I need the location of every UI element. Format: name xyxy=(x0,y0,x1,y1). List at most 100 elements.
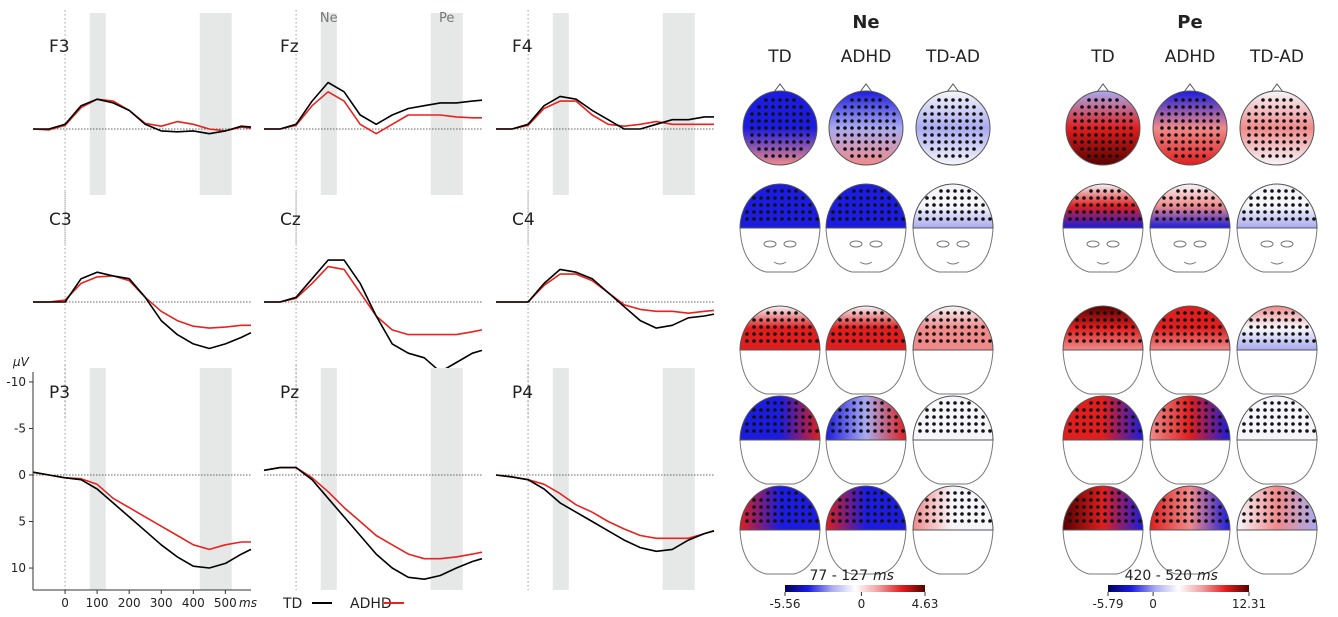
y-tick-label: -10 xyxy=(6,375,26,389)
electrode xyxy=(859,196,863,200)
electrode xyxy=(918,519,922,523)
electrode xyxy=(1110,408,1114,412)
electrode xyxy=(1298,519,1302,523)
electrode xyxy=(852,332,856,336)
electrode xyxy=(859,505,863,509)
electrode xyxy=(925,210,929,214)
electrode xyxy=(1117,217,1121,221)
electrode xyxy=(1190,217,1194,221)
electrode xyxy=(838,422,842,426)
electrode xyxy=(1103,415,1107,419)
electrode xyxy=(1183,332,1187,336)
electrode xyxy=(852,429,856,433)
electrode xyxy=(1117,429,1121,433)
electrode xyxy=(1249,339,1253,343)
electrode xyxy=(1101,119,1105,123)
electrode xyxy=(1169,519,1173,523)
electrode xyxy=(794,217,798,221)
panel-title: Pz xyxy=(280,383,299,403)
electrode xyxy=(773,408,777,412)
electrode xyxy=(939,491,943,495)
electrode xyxy=(1169,203,1173,207)
electrode xyxy=(1122,112,1126,116)
electrode xyxy=(1115,98,1119,102)
electrode xyxy=(787,505,791,509)
electrode xyxy=(925,505,929,509)
electrode xyxy=(771,147,775,151)
electrode xyxy=(1261,147,1265,151)
electrode xyxy=(838,217,842,221)
electrode xyxy=(866,505,870,509)
electrode xyxy=(967,332,971,336)
electrode xyxy=(1256,505,1260,509)
electrode xyxy=(859,422,863,426)
electrode xyxy=(1249,429,1253,433)
electrode xyxy=(1188,119,1192,123)
electrode xyxy=(932,339,936,343)
electrode xyxy=(1138,217,1142,221)
electrode xyxy=(1103,401,1107,405)
electrode xyxy=(894,332,898,336)
electrode xyxy=(979,126,983,130)
electrode xyxy=(887,325,891,329)
electrode xyxy=(1275,147,1279,151)
electrode xyxy=(757,133,761,137)
electrode xyxy=(852,401,856,405)
electrode xyxy=(1261,133,1265,137)
colorbar-tick-label: -5.79 xyxy=(1092,597,1123,611)
colorbar-tick-label: 0 xyxy=(1149,597,1157,611)
electrode xyxy=(1089,339,1093,343)
electrode xyxy=(780,332,784,336)
electrode xyxy=(880,318,884,322)
electrode xyxy=(878,126,882,130)
electrode xyxy=(887,318,891,322)
electrode xyxy=(873,408,877,412)
electrode xyxy=(780,429,784,433)
electrode xyxy=(1110,311,1114,315)
electrode xyxy=(1169,217,1173,221)
electrode xyxy=(1291,415,1295,419)
electrode xyxy=(1277,217,1281,221)
electrode xyxy=(1268,105,1272,109)
electrode xyxy=(1254,112,1258,116)
electrode xyxy=(1211,332,1215,336)
electrode xyxy=(780,422,784,426)
electrode xyxy=(981,339,985,343)
electrode xyxy=(843,112,847,116)
electrode xyxy=(752,210,756,214)
electrode xyxy=(1256,429,1260,433)
electrode xyxy=(960,217,964,221)
electrode xyxy=(1202,147,1206,151)
electrode xyxy=(771,133,775,137)
electrode xyxy=(1087,112,1091,116)
electrode xyxy=(1101,140,1105,144)
electrode xyxy=(1108,140,1112,144)
electrode xyxy=(1242,519,1246,523)
electrode xyxy=(773,491,777,495)
colorbar-tick-label: 0 xyxy=(858,597,866,611)
electrode xyxy=(1174,112,1178,116)
electrode xyxy=(1089,498,1093,502)
electrode xyxy=(1075,210,1079,214)
electrode xyxy=(981,203,985,207)
electrode xyxy=(965,112,969,116)
section-title: Pe xyxy=(1177,12,1202,33)
electrode xyxy=(1270,498,1274,502)
electrode xyxy=(857,140,861,144)
electrode xyxy=(845,429,849,433)
electrode xyxy=(866,217,870,221)
electrode xyxy=(1249,519,1253,523)
electrode xyxy=(1103,210,1107,214)
electrode xyxy=(1303,133,1307,137)
electrode xyxy=(1270,311,1274,315)
electrode xyxy=(1181,133,1185,137)
electrode xyxy=(852,325,856,329)
electrode xyxy=(780,196,784,200)
electrode xyxy=(1254,147,1258,151)
electrode xyxy=(1103,203,1107,207)
electrode xyxy=(1103,318,1107,322)
electrode xyxy=(773,401,777,405)
electrode xyxy=(873,318,877,322)
electrode xyxy=(937,133,941,137)
topomap xyxy=(1150,396,1230,440)
